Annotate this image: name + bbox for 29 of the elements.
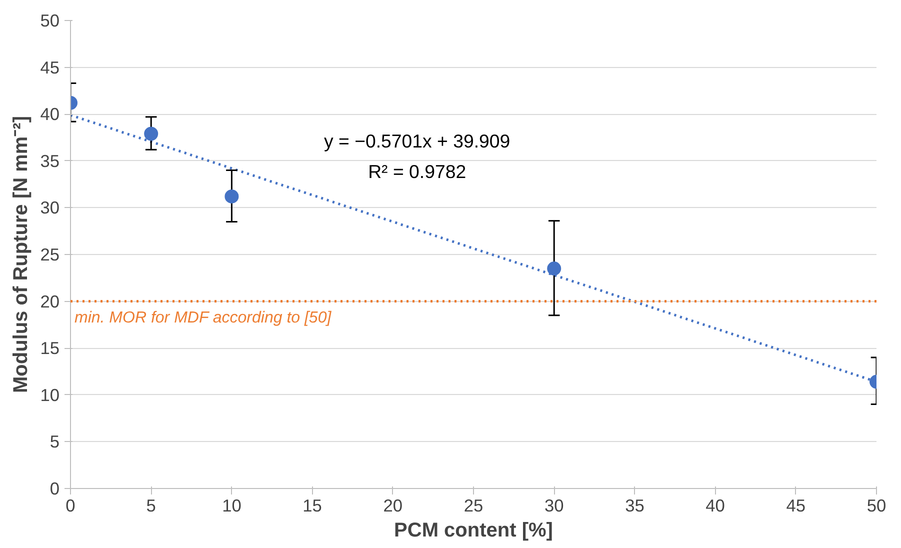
y-tick-label: 0 [50,478,60,498]
x-axis-title: PCM content [%] [394,520,553,542]
x-tick-label: 20 [383,496,403,516]
x-tick-label: 10 [222,496,242,516]
annotation: R² = 0.9782 [368,160,466,182]
x-tick-label: 5 [146,496,156,516]
x-tick-label: 30 [544,496,564,516]
x-tick-label: 50 [866,496,886,516]
y-tick-label: 35 [40,150,60,171]
y-axis-title: Modulus of Rupture [N mm⁻²] [10,116,32,393]
x-tick-label: 25 [464,496,484,516]
x-tick-label: 35 [625,496,644,516]
y-tick-label: 40 [40,104,60,124]
y-tick-label: 5 [50,432,60,452]
y-tick-label: 25 [40,244,60,264]
y-tick-label: 45 [40,57,60,78]
point [144,126,158,141]
y-tick-label: 15 [40,338,60,358]
y-tick-label: 50 [40,10,60,30]
x-tick-label: 15 [302,496,322,516]
x-tick-label: 40 [706,496,725,516]
ref-line-label: min. MOR for MDF according to [50] [74,309,332,326]
annotation: y = −0.5701x + 39.909 [324,130,510,152]
point [224,189,239,204]
y-tick-label: 10 [40,384,60,405]
y-tick-label: 20 [40,291,60,312]
y-tick-label: 30 [40,198,60,218]
x-tick-label: 45 [786,496,806,516]
x-tick-label: 0 [66,496,76,516]
